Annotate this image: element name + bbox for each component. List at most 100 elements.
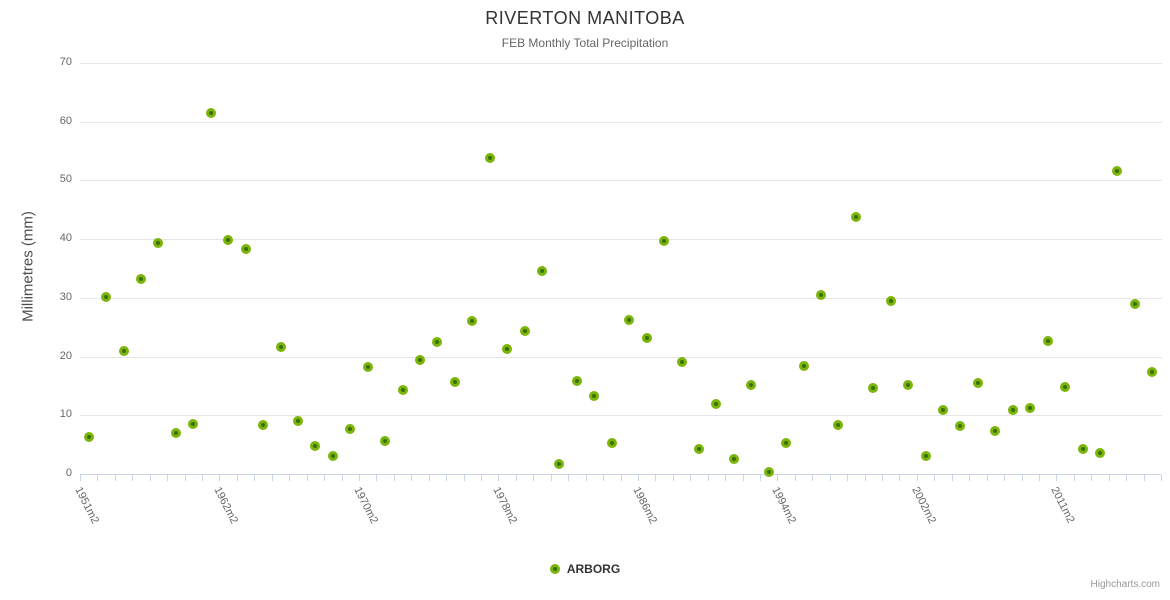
data-point[interactable] [467,315,478,326]
x-axis-tick [132,475,134,481]
gridline [80,356,1162,358]
data-point[interactable] [170,427,181,438]
data-point[interactable] [502,343,513,354]
gridline [80,121,1162,123]
data-point[interactable] [571,376,582,387]
x-axis-tick [376,475,378,481]
data-point[interactable] [850,212,861,223]
highcharts-credits-link[interactable]: Highcharts.com [1090,579,1160,590]
data-point[interactable] [118,345,129,356]
data-point[interactable] [833,419,844,430]
data-point[interactable] [153,238,164,249]
data-point[interactable] [746,379,757,390]
data-point[interactable] [136,274,147,285]
data-point[interactable] [693,444,704,455]
data-point[interactable] [1112,166,1123,177]
x-axis-tick [986,475,988,481]
data-point[interactable] [101,291,112,302]
data-point[interactable] [641,333,652,344]
data-point[interactable] [362,361,373,372]
x-axis-tick [620,475,622,481]
y-axis-label: 40 [59,232,72,245]
data-point[interactable] [1042,336,1053,347]
x-axis-tick [411,475,413,481]
data-point[interactable] [972,377,983,388]
data-point[interactable] [711,398,722,409]
x-axis-line [80,474,1161,475]
data-point[interactable] [205,107,216,118]
x-axis-tick [428,475,430,481]
x-axis-tick [533,475,535,481]
data-point[interactable] [258,420,269,431]
x-axis-tick [167,475,169,481]
data-point[interactable] [554,459,565,470]
x-axis-tick [446,475,448,481]
data-point[interactable] [327,450,338,461]
data-point[interactable] [763,467,774,478]
data-point[interactable] [624,314,635,325]
data-point[interactable] [519,325,530,336]
data-point[interactable] [885,295,896,306]
y-axis-label: 50 [59,173,72,186]
data-point[interactable] [1077,444,1088,455]
x-axis-tick [725,475,727,481]
gridline [80,239,1162,241]
data-point[interactable] [1025,403,1036,414]
data-point[interactable] [589,391,600,402]
data-point[interactable] [659,235,670,246]
data-point[interactable] [1147,367,1158,378]
x-axis-tick [794,475,796,481]
x-axis-tick [916,475,918,481]
x-axis-tick [934,475,936,481]
x-axis-tick [341,475,343,481]
data-point[interactable] [345,423,356,434]
data-point[interactable] [432,337,443,348]
x-axis-tick [1143,475,1145,481]
data-point[interactable] [676,357,687,368]
data-point[interactable] [484,152,495,163]
x-axis-tick [515,475,517,481]
data-point[interactable] [223,235,234,246]
data-point[interactable] [798,360,809,371]
data-point[interactable] [1094,448,1105,459]
x-axis-tick [1073,475,1075,481]
data-point[interactable] [414,355,425,366]
data-point[interactable] [397,385,408,396]
x-axis-tick [393,475,395,481]
data-point[interactable] [816,289,826,300]
x-axis-tick [568,475,570,481]
data-point[interactable] [275,341,286,352]
x-axis-tick [550,475,552,481]
data-point[interactable] [938,405,949,415]
data-point[interactable] [83,432,94,442]
data-point[interactable] [380,435,391,446]
data-point[interactable] [1129,299,1140,310]
data-point[interactable] [292,415,303,426]
x-axis-tick [358,475,360,481]
y-axis-label: 10 [59,408,72,421]
x-axis-tick [236,475,238,481]
data-point[interactable] [955,420,966,431]
data-point[interactable] [920,451,931,462]
data-point[interactable] [868,383,879,394]
data-point[interactable] [903,379,914,390]
x-axis-label: 1970m2 [350,485,380,526]
data-point[interactable] [728,453,739,464]
data-point[interactable] [537,265,548,276]
data-point[interactable] [240,244,251,255]
legend-item-arborg[interactable]: ARBORG [0,562,1170,576]
data-point[interactable] [606,438,617,449]
y-axis-title: Millimetres (mm) [19,211,37,322]
legend-marker-icon [549,564,560,574]
data-point[interactable] [781,437,792,448]
data-point[interactable] [990,425,1001,436]
data-point[interactable] [310,440,321,451]
data-point[interactable] [1060,381,1071,392]
x-axis-tick [847,475,849,481]
data-point[interactable] [1007,405,1018,415]
x-axis-tick [1161,475,1162,481]
data-point[interactable] [188,419,199,430]
data-point[interactable] [449,376,460,387]
x-axis-tick [655,475,657,481]
x-axis-tick [1038,475,1040,481]
